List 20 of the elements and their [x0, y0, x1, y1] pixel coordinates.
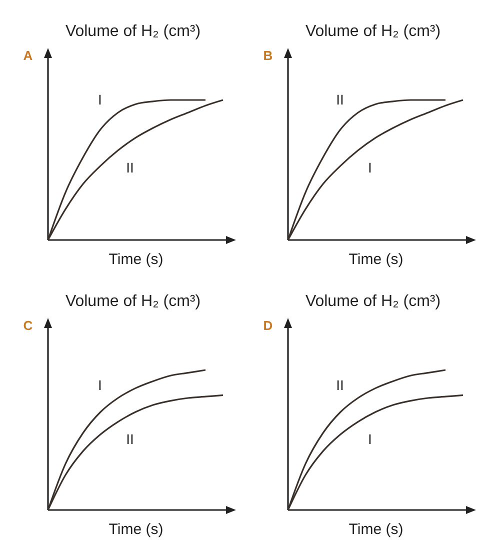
series-label: I	[98, 92, 102, 108]
y-axis-title: Volume of H₂ (cm³)	[65, 23, 201, 40]
x-axis-title: Time (s)	[108, 251, 164, 268]
series-label: I	[98, 377, 102, 393]
x-axis-title: Time (s)	[348, 251, 404, 268]
x-axis-title: Time (s)	[348, 521, 404, 538]
y-axis-title: Volume of H₂ (cm³)	[305, 23, 441, 40]
y-axis-title: Volume of H₂ (cm³)	[305, 293, 441, 310]
x-axis-title: Time (s)	[108, 521, 164, 538]
series-label: I	[368, 159, 372, 176]
chart-title: A	[23, 48, 34, 63]
chart-title: D	[263, 318, 273, 333]
chart-title: C	[23, 318, 34, 333]
series-label: I	[368, 430, 372, 447]
y-axis-title: Volume of H₂ (cm³)	[65, 293, 201, 310]
chart-title: B	[263, 48, 273, 63]
series-label: II	[336, 377, 344, 393]
series-label: II	[126, 159, 134, 176]
series-label: II	[126, 430, 134, 447]
series-label: II	[336, 92, 344, 108]
